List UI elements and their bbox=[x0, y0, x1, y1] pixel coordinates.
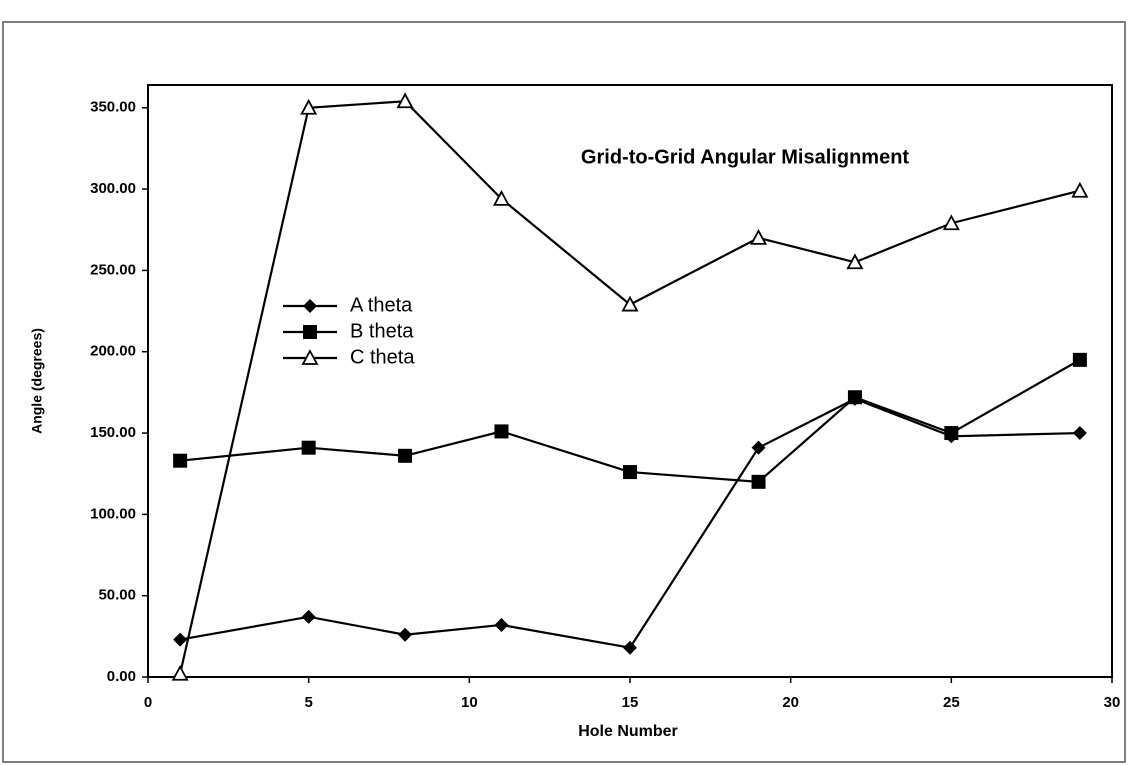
data-point bbox=[301, 440, 316, 455]
y-tick-label: 50.00 bbox=[98, 587, 136, 604]
legend-marker bbox=[301, 349, 319, 365]
data-point bbox=[494, 617, 509, 632]
data-point bbox=[173, 453, 188, 468]
data-point bbox=[750, 228, 768, 245]
data-point bbox=[751, 440, 766, 455]
data-point bbox=[171, 664, 189, 681]
legend-marker bbox=[303, 299, 317, 313]
legend-marker bbox=[303, 325, 317, 339]
x-tick-label: 25 bbox=[943, 694, 960, 711]
y-tick-label: 0.00 bbox=[107, 668, 136, 685]
data-point bbox=[396, 92, 414, 109]
x-tick-label: 20 bbox=[782, 694, 799, 711]
data-point bbox=[301, 609, 316, 624]
data-point bbox=[751, 474, 766, 489]
y-axis-label: Angle (degrees) bbox=[29, 328, 45, 434]
data-point bbox=[1072, 426, 1087, 441]
data-point bbox=[944, 426, 959, 441]
data-point bbox=[847, 390, 862, 405]
x-tick-label: 5 bbox=[304, 694, 312, 711]
data-point bbox=[942, 214, 960, 231]
series-line bbox=[180, 358, 1081, 483]
data-point bbox=[494, 424, 509, 439]
x-tick-label: 10 bbox=[461, 694, 478, 711]
y-tick-label: 100.00 bbox=[90, 505, 136, 522]
data-point bbox=[1071, 181, 1089, 198]
data-point bbox=[300, 98, 318, 115]
data-point bbox=[623, 465, 637, 480]
y-tick-label: 150.00 bbox=[90, 424, 136, 441]
y-tick-label: 300.00 bbox=[90, 180, 136, 197]
data-point bbox=[846, 253, 864, 270]
data-point bbox=[398, 627, 413, 642]
data-point bbox=[398, 448, 413, 463]
chart-title: Grid-to-Grid Angular Misalignment bbox=[581, 146, 909, 168]
x-axis-label: Hole Number bbox=[578, 723, 678, 740]
x-tick-label: 15 bbox=[622, 694, 639, 711]
y-tick-label: 250.00 bbox=[90, 261, 136, 278]
outer-frame bbox=[2, 21, 1126, 763]
data-point bbox=[492, 189, 510, 206]
data-point bbox=[1072, 352, 1087, 367]
data-point bbox=[621, 295, 639, 312]
x-tick-label: 30 bbox=[1104, 694, 1121, 711]
y-tick-label: 350.00 bbox=[90, 99, 136, 116]
data-point bbox=[623, 640, 637, 655]
x-tick-label: 0 bbox=[144, 694, 152, 711]
y-tick-label: 200.00 bbox=[90, 343, 136, 360]
legend-label: A theta bbox=[350, 294, 413, 316]
legend-label: B theta bbox=[350, 320, 414, 342]
legend-label: C theta bbox=[350, 346, 415, 368]
data-point bbox=[173, 632, 188, 647]
series-line bbox=[179, 100, 1081, 674]
